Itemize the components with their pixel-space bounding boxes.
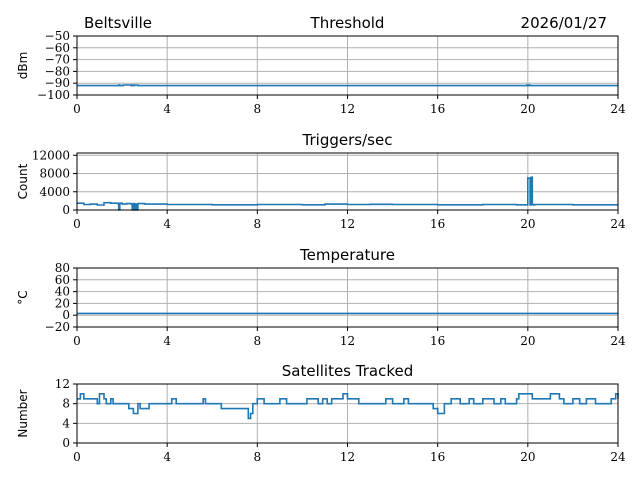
temperature-ylabel: °C	[16, 290, 30, 304]
triggers-xtick-label: 20	[520, 217, 535, 231]
triggers-xtick-label: 8	[254, 217, 262, 231]
satellites-title: Satellites Tracked	[282, 362, 413, 380]
satellites-ytick-label: 4	[62, 416, 70, 430]
temperature-ytick-label: 20	[55, 296, 70, 310]
temperature-xtick-label: 24	[610, 334, 626, 348]
temperature-ytick-label: 60	[55, 273, 70, 287]
satellites-series-line	[77, 393, 619, 420]
temperature-xtick-label: 16	[430, 334, 445, 348]
satellites-xtick-label: 24	[610, 450, 626, 464]
triggers-ytick-label: 12000	[32, 148, 70, 162]
threshold-panel: 0 4 8 12 16 20 24 −100−90−80−70−60−50 Threshold d…	[16, 14, 626, 116]
satellites-ytick-label: 12	[55, 377, 70, 391]
threshold-xtick-label: 12	[340, 102, 355, 116]
temperature-xtick-label: 4	[163, 334, 171, 348]
threshold-ytick-label: −80	[45, 64, 70, 78]
triggers-xtick-label: 4	[163, 217, 171, 231]
threshold-ytick-label: −100	[37, 88, 70, 102]
triggers-ytick-label: 4000	[39, 185, 70, 199]
satellites-xtick-label: 16	[430, 450, 445, 464]
triggers-xtick-label: 24	[610, 217, 626, 231]
temperature-xtick-label: 0	[73, 334, 81, 348]
chart-panels: 0 4 8 12 16 20 24 −100−90−80−70−60−50 Threshold d…	[16, 14, 626, 464]
threshold-xtick-label: 0	[73, 102, 81, 116]
threshold-ytick-label: −70	[45, 53, 70, 67]
temperature-xtick-label: 8	[254, 334, 262, 348]
date-label: 2026/01/27	[521, 14, 607, 32]
temperature-title: Temperature	[299, 246, 395, 264]
temperature-ytick-label: 80	[55, 261, 70, 275]
satellites-xtick-label: 20	[520, 450, 535, 464]
location-label: Beltsville	[84, 14, 152, 32]
triggers-title: Triggers/sec	[302, 131, 393, 149]
threshold-xtick-label: 16	[430, 102, 445, 116]
triggers-xtick-label: 12	[340, 217, 355, 231]
threshold-ytick-label: −50	[45, 29, 70, 43]
triggers-panel: 0 4 8 12 16 20 24 0 4000 8000 12000 Triggers/sec Cou…	[16, 131, 626, 231]
satellites-xtick-label: 4	[163, 450, 171, 464]
threshold-ytick-label: −60	[45, 41, 70, 55]
threshold-xtick-label: 20	[520, 102, 535, 116]
triggers-ytick-label: 8000	[39, 167, 70, 181]
temperature-ytick-label: 0	[62, 308, 70, 322]
threshold-ylabel: dBm	[16, 52, 30, 80]
satellites-xtick-label: 0	[73, 450, 81, 464]
triggers-ylabel: Count	[16, 163, 30, 199]
threshold-xtick-label: 4	[163, 102, 171, 116]
triggers-series-line	[77, 176, 618, 211]
satellites-ylabel: Number	[16, 389, 30, 437]
satellites-xtick-label: 12	[340, 450, 355, 464]
temperature-ytick-label: −20	[45, 320, 70, 334]
triggers-xtick-label: 0	[73, 217, 81, 231]
triggers-ytick-label: 0	[62, 203, 70, 217]
satellites-ytick-label: 0	[62, 436, 70, 450]
temperature-xtick-label: 20	[520, 334, 535, 348]
triggers-xtick-label: 16	[430, 217, 445, 231]
satellites-ytick-label: 8	[62, 397, 70, 411]
threshold-ytick-label: −90	[45, 76, 70, 90]
threshold-series-line	[77, 84, 618, 87]
temperature-ytick-label: 40	[55, 285, 70, 299]
temperature-xtick-label: 12	[340, 334, 355, 348]
threshold-title: Threshold	[310, 14, 385, 32]
threshold-xtick-label: 24	[610, 102, 626, 116]
threshold-xtick-label: 8	[254, 102, 262, 116]
satellites-panel: 0 4 8 12 16 20 24 0 4 8 12 Satellites Tracked Number	[16, 362, 626, 464]
satellites-xtick-label: 8	[254, 450, 262, 464]
